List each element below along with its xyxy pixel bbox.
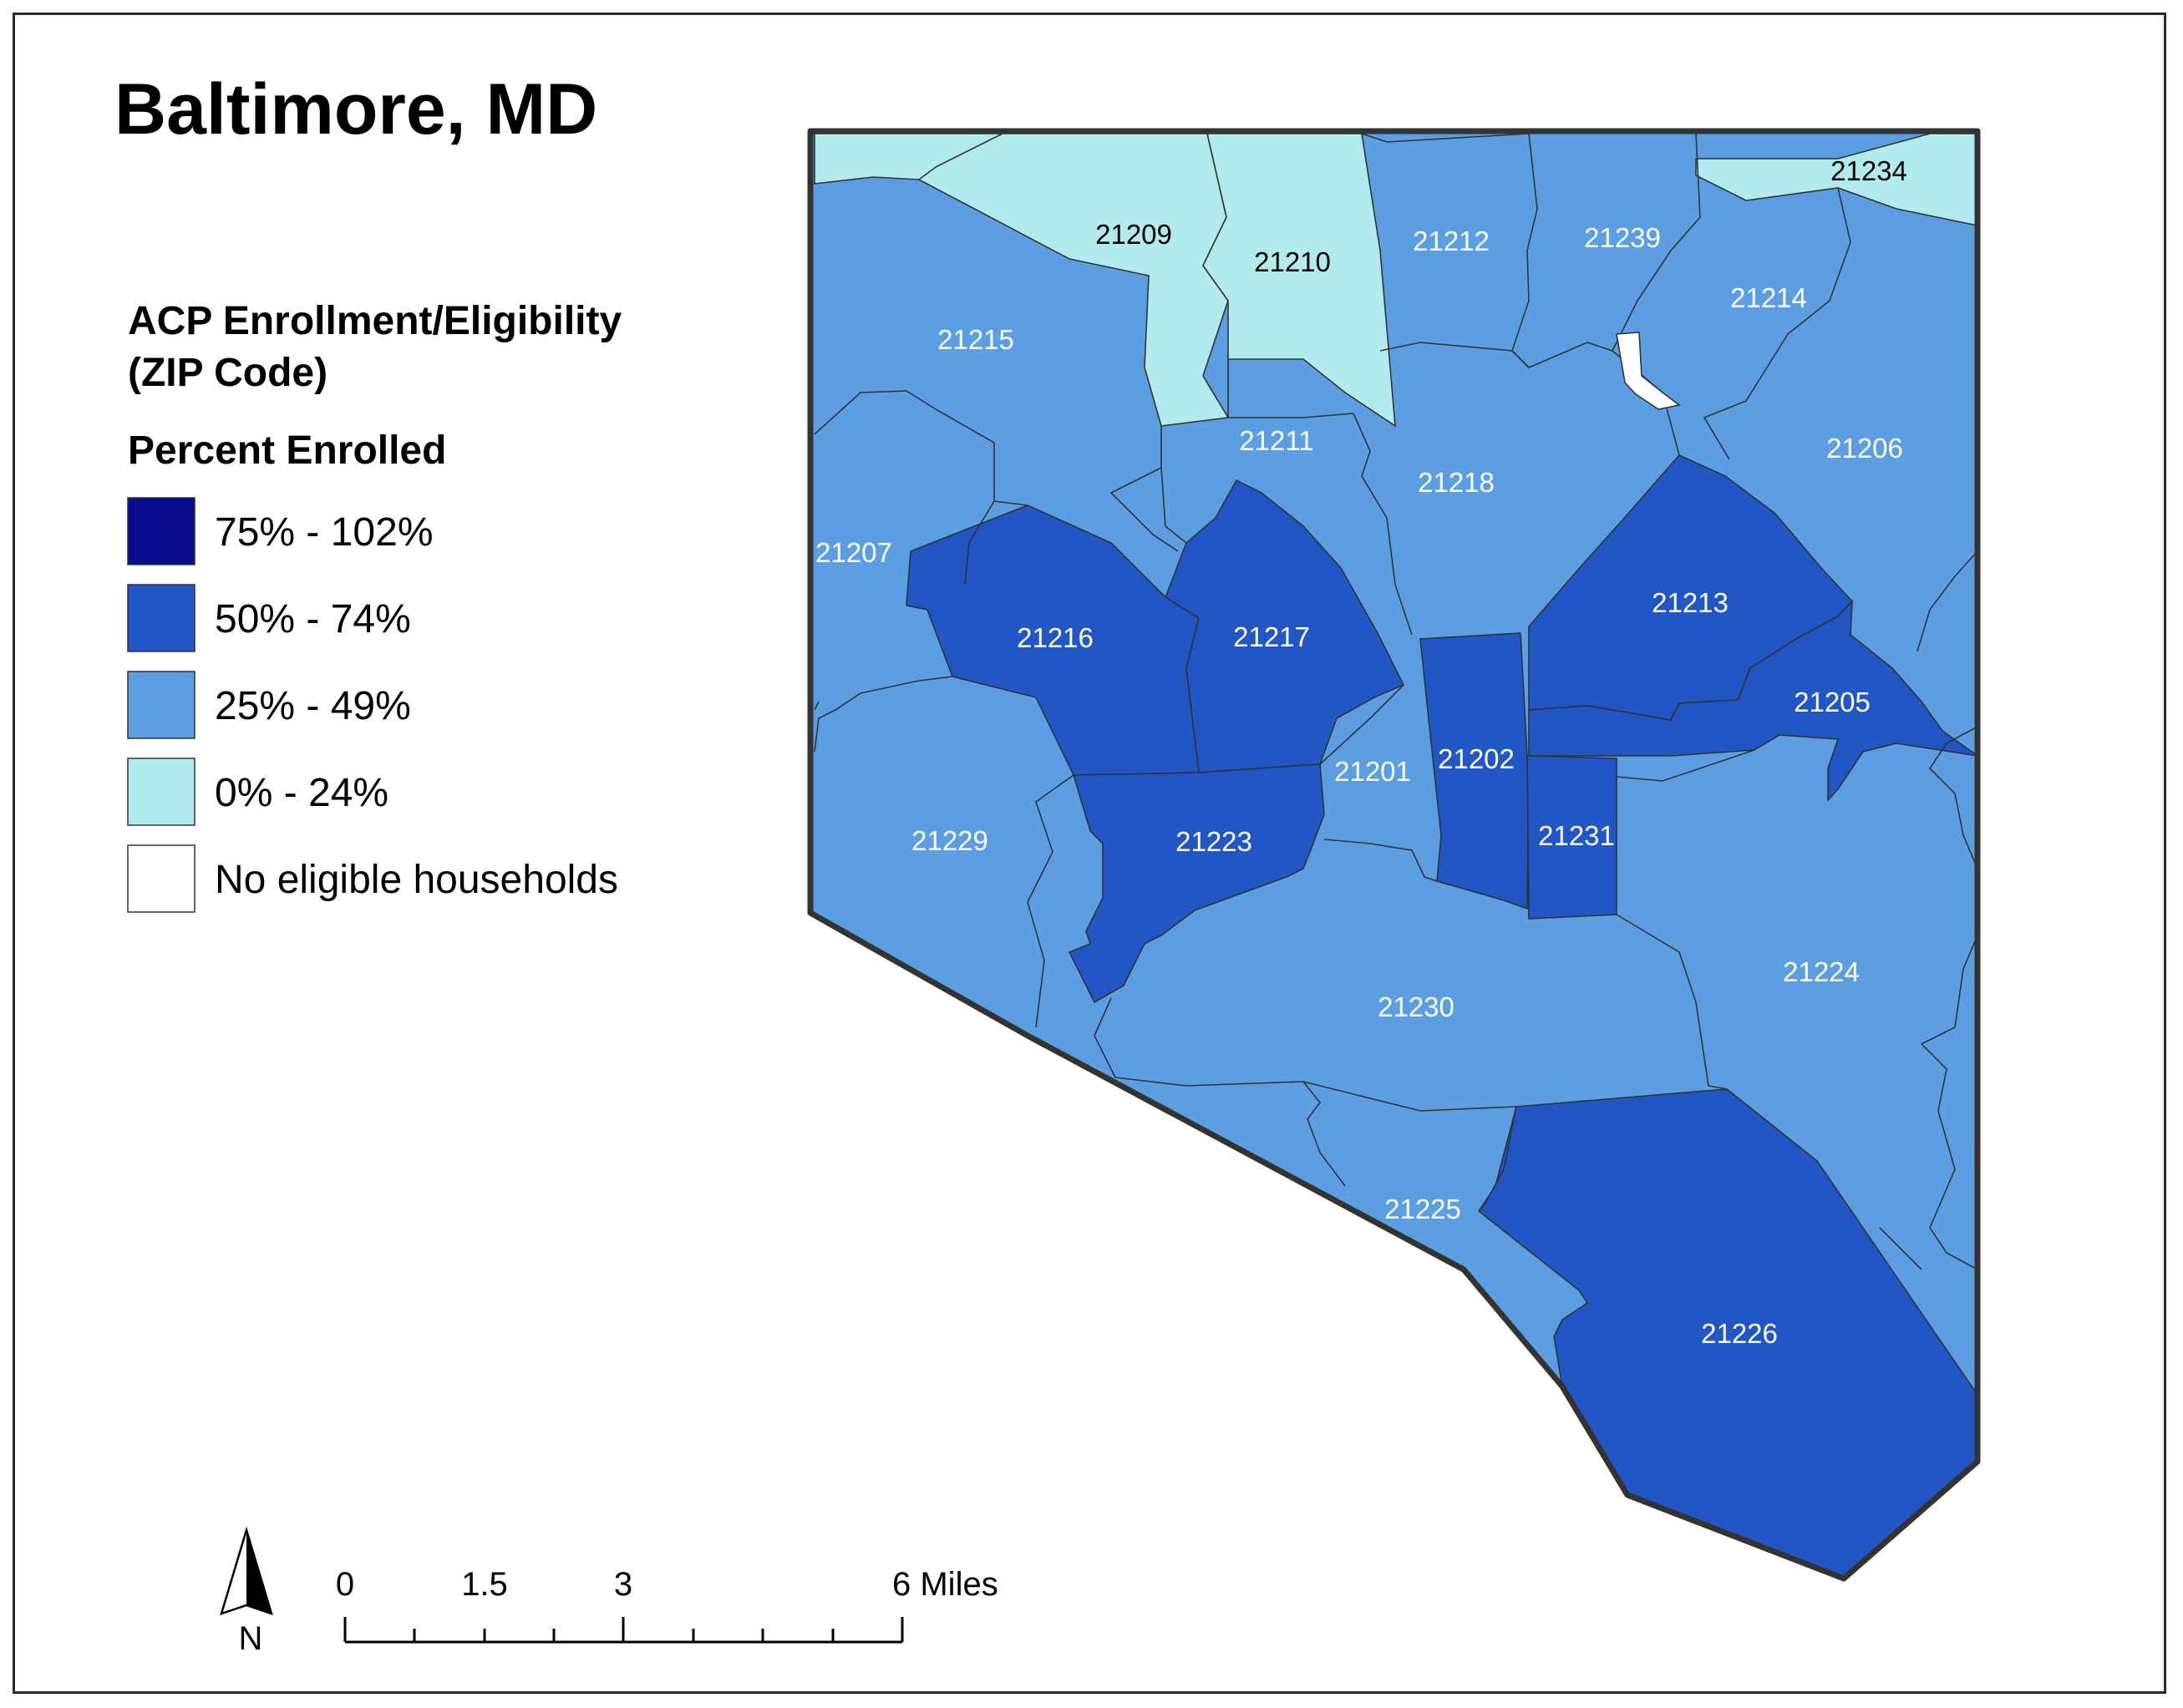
scale-tick-label-0: 0 xyxy=(336,1566,354,1603)
map-title: Baltimore, MD xyxy=(114,69,597,150)
zip-label-21218: 21218 xyxy=(1418,467,1495,498)
zip-label-21234: 21234 xyxy=(1830,155,1907,186)
zip-labels: 21234 21209 21210 21212 21239 21214 2121… xyxy=(815,155,1907,1349)
map-frame xyxy=(13,13,2166,1694)
north-arrow-label: N xyxy=(239,1620,263,1657)
legend: ACP Enrollment/Eligibility (ZIP Code) Pe… xyxy=(127,299,622,913)
zip-area-21234[interactable] xyxy=(1695,133,1978,226)
zip-label-21231: 21231 xyxy=(1538,820,1615,851)
zip-label-21201: 21201 xyxy=(1334,756,1411,787)
legend-heading-line1: ACP Enrollment/Eligibility xyxy=(128,299,622,343)
legend-heading-line2: (ZIP Code) xyxy=(128,351,327,395)
zip-label-21239: 21239 xyxy=(1584,222,1661,253)
zip-label-21210: 21210 xyxy=(1254,246,1331,277)
zip-area-21202[interactable] xyxy=(1419,632,1530,910)
zip-label-21212: 21212 xyxy=(1413,226,1490,256)
legend-label-50-74: 50% - 74% xyxy=(215,597,411,641)
scale-bar-ruler xyxy=(343,1617,904,1644)
zip-area-21210[interactable] xyxy=(1202,133,1396,428)
zip-area-21223[interactable] xyxy=(1068,763,1325,1004)
legend-swatch-0-24 xyxy=(127,758,195,826)
zip-label-21205: 21205 xyxy=(1794,687,1871,717)
zip-area-21217[interactable] xyxy=(1165,479,1405,773)
zip-label-21216: 21216 xyxy=(1017,622,1094,653)
legend-swatch-75-102 xyxy=(127,497,195,565)
zip-label-21209: 21209 xyxy=(1095,219,1172,250)
legend-label-25-49: 25% - 49% xyxy=(215,684,411,728)
zip-label-21225: 21225 xyxy=(1384,1194,1461,1224)
legend-swatch-25-49 xyxy=(127,671,195,739)
city-outline xyxy=(807,128,1981,1582)
zip-label-21214: 21214 xyxy=(1730,282,1807,313)
zip-label-21202: 21202 xyxy=(1438,743,1515,774)
legend-swatch-no-eligible xyxy=(127,844,195,913)
legend-label-no-eligible: No eligible households xyxy=(215,858,618,902)
zip-label-21211: 21211 xyxy=(1239,425,1313,456)
north-arrow: N xyxy=(220,1526,273,1657)
scale-tick-label-3: 3 xyxy=(614,1566,632,1603)
zip-label-21229: 21229 xyxy=(911,825,988,856)
zip-label-21206: 21206 xyxy=(1826,433,1903,464)
zip-label-21207: 21207 xyxy=(815,537,892,568)
zip-label-21215: 21215 xyxy=(937,324,1014,355)
zip-label-21217: 21217 xyxy=(1233,621,1310,652)
zip-area-21205[interactable] xyxy=(1528,599,1978,803)
zip-label-21213: 21213 xyxy=(1652,587,1729,618)
zip-label-21226: 21226 xyxy=(1701,1318,1778,1349)
zip-boundaries xyxy=(814,133,1978,1270)
zip-label-21223: 21223 xyxy=(1175,826,1252,857)
zip-area-no-eligible xyxy=(1616,332,1681,410)
legend-subheading: Percent Enrolled xyxy=(128,428,446,473)
scale-bar: 0 1.5 3 6 Miles xyxy=(336,1566,998,1644)
zip-label-21224: 21224 xyxy=(1783,956,1860,987)
zip-label-21230: 21230 xyxy=(1378,991,1454,1022)
scale-tick-label-1-5: 1.5 xyxy=(461,1566,508,1603)
legend-label-75-102: 75% - 102% xyxy=(215,510,434,555)
scale-tick-label-6-miles: 6 Miles xyxy=(892,1566,998,1603)
legend-swatch-50-74 xyxy=(127,584,195,652)
legend-label-0-24: 0% - 24% xyxy=(215,771,388,815)
